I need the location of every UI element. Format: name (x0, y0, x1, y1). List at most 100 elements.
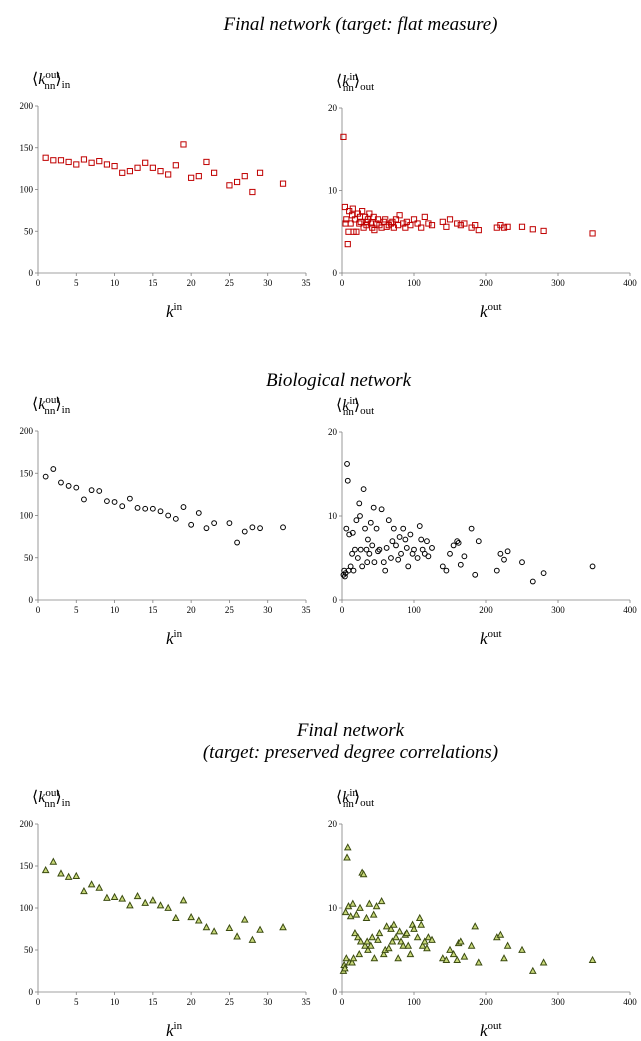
data-point (396, 212, 403, 219)
data-point (429, 545, 435, 551)
data-point (418, 941, 427, 949)
x-tick-label: 300 (551, 605, 565, 615)
x-tick-label: 0 (36, 278, 41, 288)
data-point (188, 174, 195, 181)
data-point (119, 503, 126, 510)
data-point (474, 958, 483, 966)
data-point (366, 550, 373, 557)
data-point (248, 935, 257, 943)
y-axis-label: ⟨kin nn⟩out (336, 395, 374, 418)
data-point (119, 169, 126, 176)
data-point (387, 924, 395, 932)
data-point (501, 556, 507, 563)
data-point (126, 495, 133, 502)
data-point (141, 898, 150, 906)
data-point (356, 937, 365, 945)
data-point (187, 912, 195, 921)
data-point (365, 536, 371, 543)
data-point (475, 227, 482, 234)
data-point (405, 563, 412, 570)
data-point (468, 525, 475, 532)
data-point (500, 954, 508, 962)
y-tick-label: 150 (20, 861, 34, 871)
data-point (384, 944, 393, 952)
data-point (210, 927, 218, 935)
data-point (396, 534, 403, 540)
data-point (354, 555, 361, 561)
data-point (402, 928, 411, 937)
panel-title-flat-measure: Final network (target: flat measure) (223, 14, 498, 35)
data-point (421, 213, 428, 221)
data-point (279, 180, 287, 187)
data-point (539, 958, 548, 966)
data-point (347, 220, 354, 227)
data-point (225, 923, 234, 932)
data-point (57, 869, 65, 877)
panel-title-preserved-correlations: Final network (target: preserved degree … (0, 720, 641, 764)
data-point (366, 941, 375, 949)
data-point (376, 546, 383, 553)
data-point (369, 910, 378, 918)
x-tick-label: 20 (187, 278, 197, 288)
scatter-chart-0: 0 50 100 150 200 0 5 10 15 20 25 30 35 ⟨kout nn⟩in kin (20, 69, 312, 321)
data-point (58, 479, 64, 486)
y-axis-label: ⟨kout nn⟩in (32, 394, 71, 417)
data-point (241, 173, 248, 180)
data-point (341, 907, 350, 916)
data-point (383, 545, 390, 551)
data-point (447, 550, 453, 557)
data-point (134, 164, 141, 171)
data-point (360, 486, 367, 493)
data-point (497, 550, 504, 557)
data-point (371, 227, 378, 234)
x-tick-label: 0 (340, 997, 345, 1007)
data-point (342, 954, 351, 962)
data-point (64, 872, 73, 880)
data-point (172, 515, 179, 522)
data-point (382, 216, 389, 223)
data-point (415, 913, 424, 921)
data-point (226, 520, 233, 527)
panel-title-line1: Final network (296, 720, 405, 741)
data-point (349, 529, 356, 536)
data-point (410, 924, 418, 932)
x-tick-label: 10 (110, 605, 120, 615)
x-tick-label: 0 (36, 997, 41, 1007)
data-point (472, 222, 479, 229)
data-point (500, 224, 508, 231)
data-point (529, 226, 536, 233)
data-point (443, 567, 450, 574)
x-tick-label: 400 (623, 278, 637, 288)
data-point (399, 941, 408, 949)
data-point (472, 571, 479, 578)
data-point (359, 563, 366, 570)
x-tick-label: 400 (623, 605, 637, 615)
data-point (438, 954, 447, 962)
data-point (389, 538, 396, 545)
data-point (428, 222, 436, 229)
data-point (356, 903, 364, 911)
data-point (414, 555, 421, 561)
data-point (88, 487, 95, 494)
x-tick-label: 15 (148, 997, 158, 1007)
y-tick-label: 0 (29, 987, 34, 997)
data-point (367, 220, 374, 227)
data-point (343, 216, 350, 223)
y-axis-label: ⟨kout nn⟩in (32, 69, 71, 92)
data-point (344, 461, 350, 467)
data-point (388, 555, 394, 561)
data-point (194, 916, 203, 924)
data-point (588, 955, 597, 963)
data-point (203, 158, 210, 166)
y-tick-label: 20 (328, 103, 338, 113)
data-point (518, 223, 526, 230)
data-point (50, 466, 57, 472)
data-point (343, 853, 351, 861)
data-point (357, 513, 363, 519)
data-point (457, 222, 464, 229)
x-tick-label: 30 (263, 997, 273, 1007)
data-point (368, 933, 377, 941)
x-tick-label: 25 (225, 278, 235, 288)
data-point (414, 220, 421, 227)
